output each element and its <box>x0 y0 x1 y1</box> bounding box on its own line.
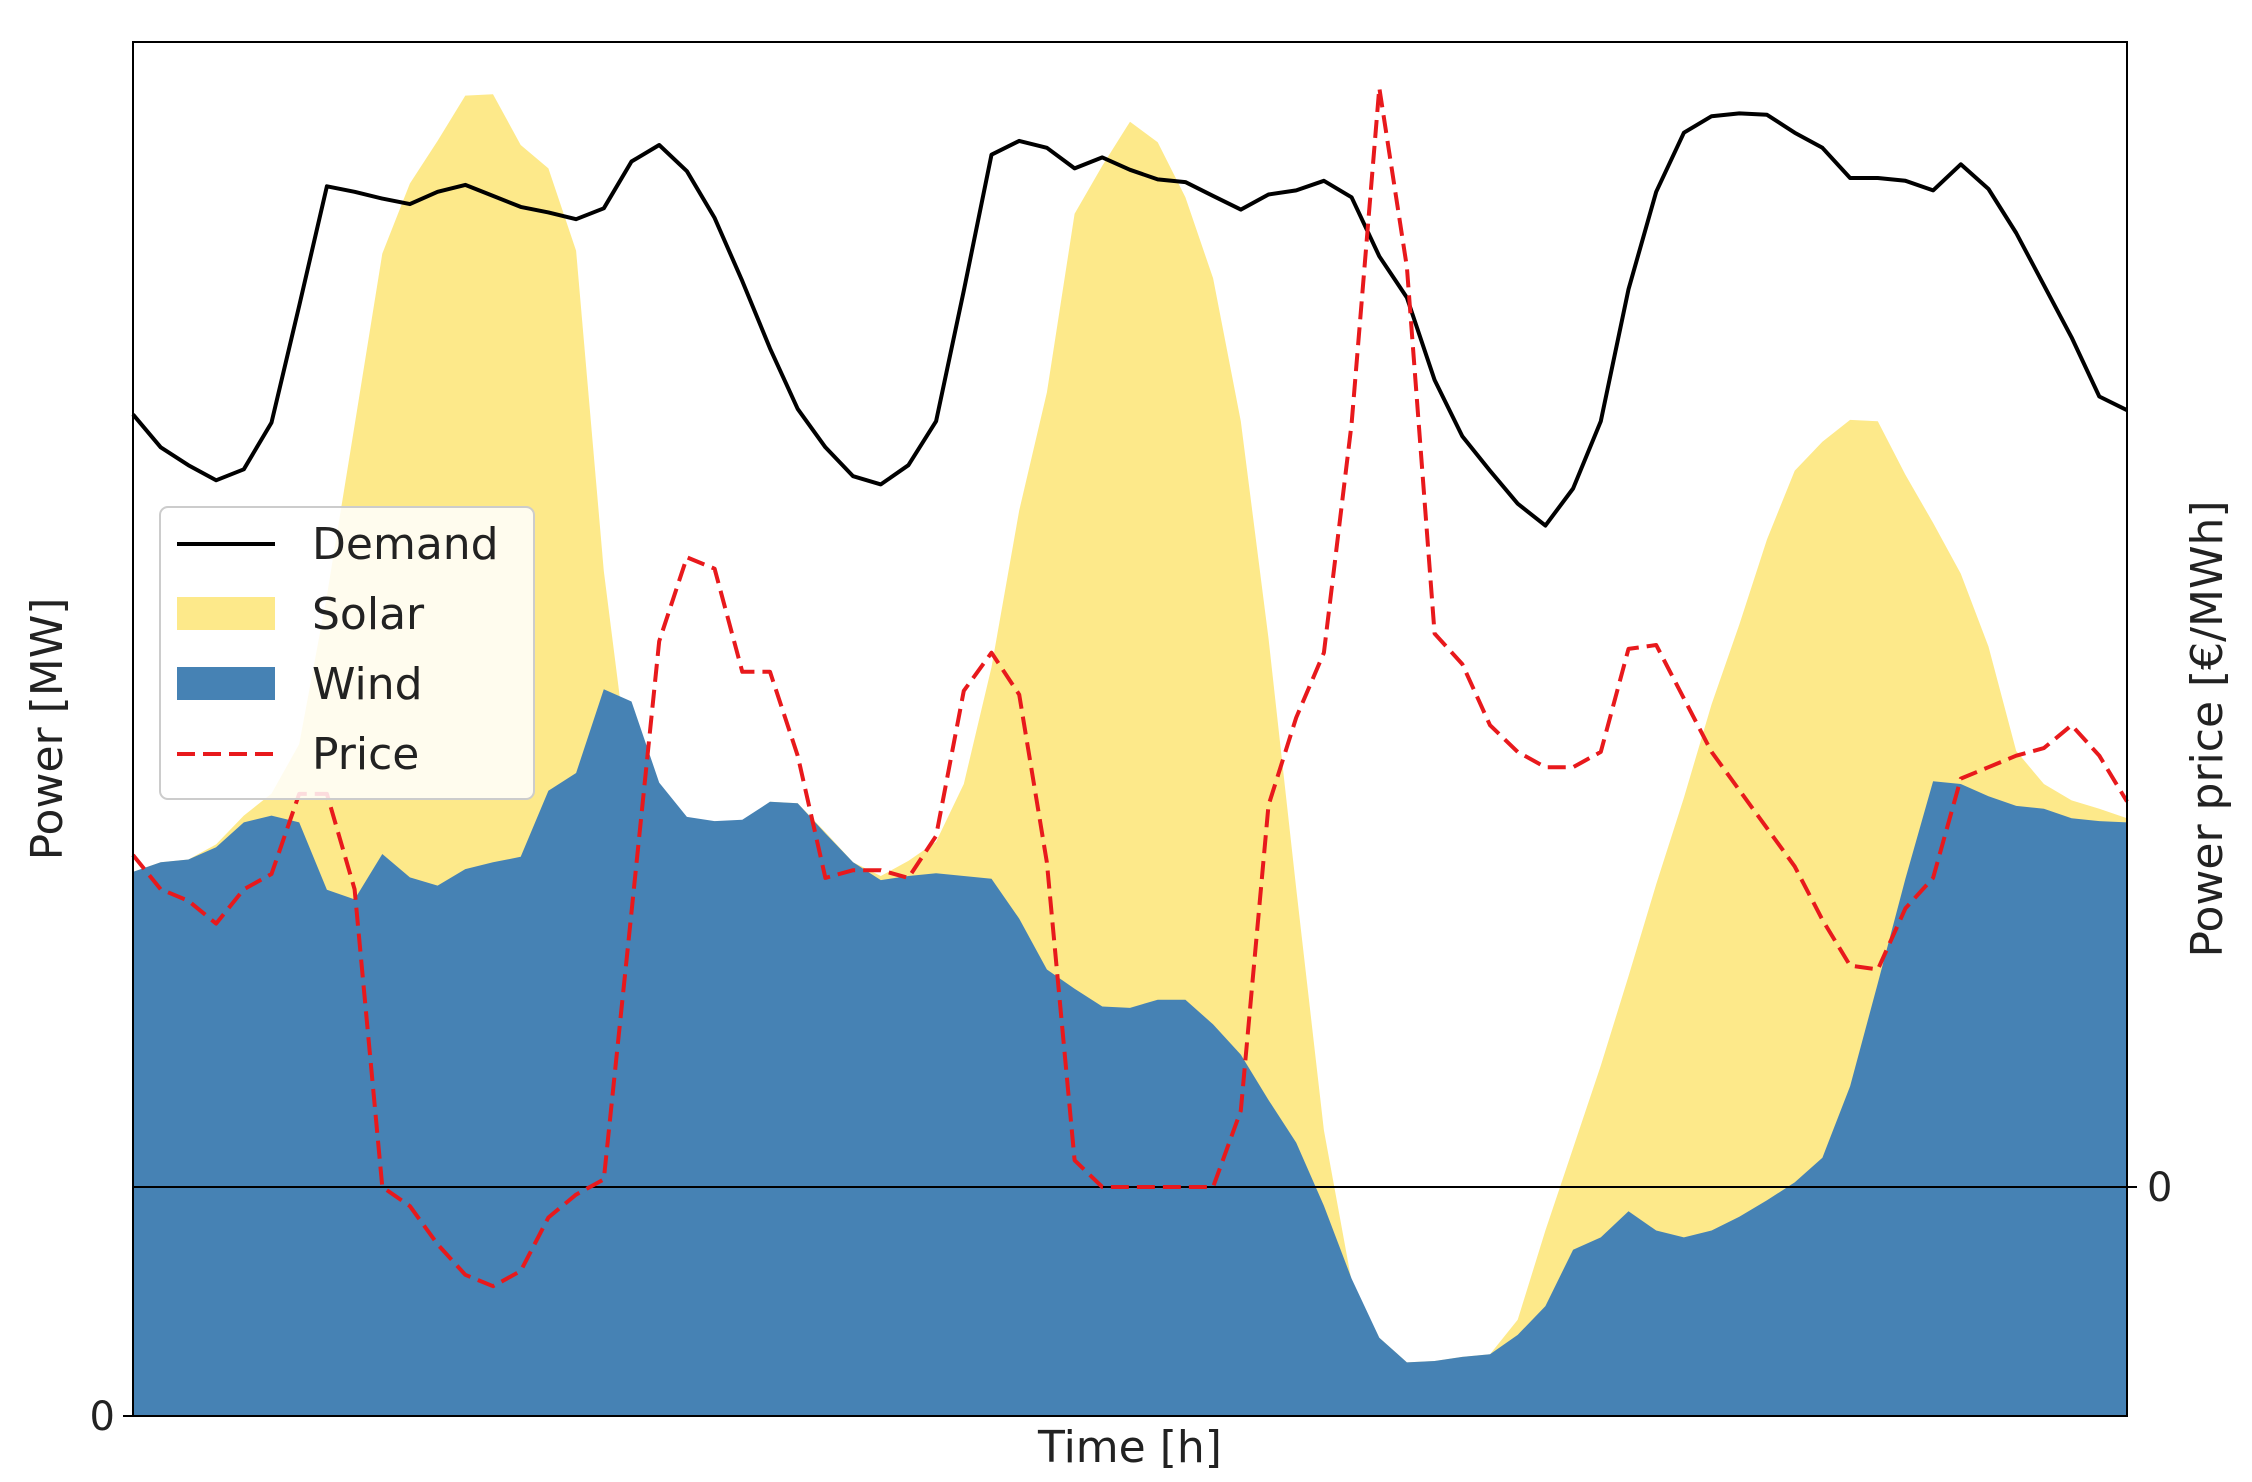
y-axis-label-left: Power [MW] <box>22 598 73 861</box>
legend-solar-swatch <box>177 597 275 630</box>
legend-box <box>159 506 535 800</box>
wind-area <box>133 689 2127 1416</box>
legend: Demand Solar Wind Price <box>159 506 535 800</box>
legend-demand-label: Demand <box>312 519 499 570</box>
y-axis-label-right: Power price [€/MWh] <box>2182 500 2233 957</box>
legend-solar-label: Solar <box>312 589 425 640</box>
left-tick-label-0: 0 <box>90 1394 115 1440</box>
demand-line <box>131 111 2128 528</box>
legend-wind-swatch <box>177 667 275 700</box>
legend-wind-label: Wind <box>312 659 423 710</box>
tick-layer: 00 <box>90 1165 2173 1440</box>
line-layer <box>131 85 2129 1289</box>
price-line <box>131 85 2129 1289</box>
right-tick-label-0: 0 <box>2147 1165 2172 1211</box>
plot-frame <box>132 41 2128 1417</box>
legend-price-label: Price <box>312 729 419 780</box>
x-axis-label: Time [h] <box>1037 1422 1222 1473</box>
area-layer <box>133 94 2127 1417</box>
